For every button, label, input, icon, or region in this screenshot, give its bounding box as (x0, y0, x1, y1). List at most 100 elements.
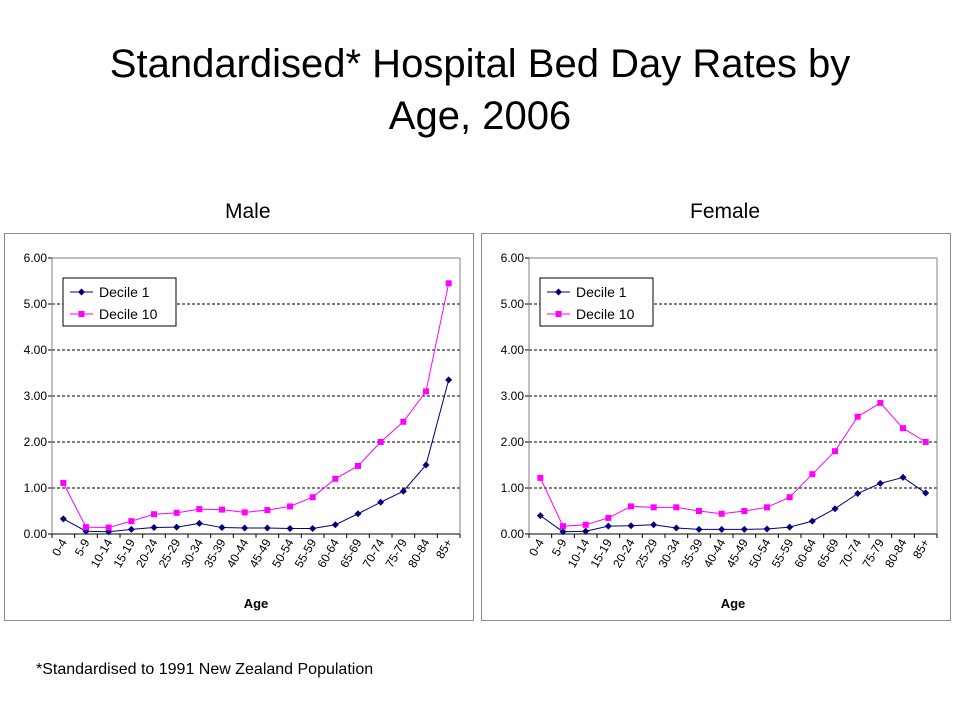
legend-label: Decile 10 (576, 306, 635, 322)
x-tick-label: 35-39 (201, 536, 229, 570)
data-point (582, 521, 589, 528)
data-point (922, 489, 930, 497)
data-point (560, 523, 566, 530)
x-tick-label: 80-84 (405, 536, 433, 570)
x-tick-label: 40-44 (224, 536, 252, 570)
male-chart: 0.00 1.00 2.00 3.00 4.00 5.00 6.00 0-4 5-9 10-14 1… (4, 233, 474, 621)
legend-label: Decile 1 (99, 284, 150, 300)
y-tick-label: 1.00 (24, 481, 48, 495)
x-tick-label: 35-39 (678, 536, 706, 570)
data-point (764, 504, 770, 511)
data-point (809, 471, 816, 478)
y-tick-label: 2.00 (24, 435, 48, 449)
y-tick-label: 2.00 (501, 435, 525, 449)
x-tick-label: 30-34 (655, 536, 683, 570)
data-point (808, 517, 816, 525)
data-point (696, 508, 702, 514)
x-tick-label: 55-59 (292, 536, 320, 570)
x-tick-label: 0-4 (526, 536, 547, 558)
x-tick-label: 20-24 (610, 536, 638, 570)
x-tick-label: 60-64 (314, 536, 342, 570)
data-point (60, 479, 67, 486)
data-point (196, 506, 203, 513)
x-tick-label: 80-84 (882, 536, 910, 570)
x-tick-label: 40-44 (701, 536, 729, 570)
legend-box (62, 277, 177, 327)
data-point (219, 506, 225, 513)
legend-marker (78, 311, 85, 317)
legend-marker (78, 288, 85, 296)
data-point (604, 522, 612, 530)
data-point (832, 448, 838, 455)
data-point (718, 510, 725, 517)
x-tick-label: 5-9 (72, 536, 93, 558)
y-tick-label: 3.00 (501, 389, 525, 403)
data-point (559, 528, 567, 536)
data-point (628, 503, 634, 510)
data-point (582, 527, 590, 535)
data-point (59, 515, 67, 523)
male-panel-label: Male (225, 200, 271, 223)
data-point (877, 399, 884, 406)
legend-box (539, 277, 654, 327)
y-tick-label: 6.00 (501, 251, 525, 265)
x-tick-label: 0-4 (49, 536, 70, 558)
data-point (309, 524, 317, 532)
series-line-decile-1 (63, 379, 450, 533)
data-point (83, 524, 89, 531)
data-point (218, 524, 226, 532)
female-panel-label: Female (690, 200, 761, 223)
data-point (241, 524, 249, 532)
x-tick-label: 15-19 (110, 536, 138, 570)
data-point (718, 525, 726, 533)
data-point (605, 514, 612, 521)
data-point (241, 509, 248, 516)
x-tick-label: 50-54 (746, 536, 774, 570)
data-point (195, 519, 203, 527)
data-point (763, 525, 771, 533)
x-tick-label: 65-69 (814, 536, 842, 570)
y-tick-label: 6.00 (24, 251, 48, 265)
data-point (695, 525, 703, 533)
legend-marker (555, 311, 562, 317)
y-tick-label: 0.00 (501, 527, 525, 541)
data-point (854, 413, 861, 420)
data-point (150, 524, 158, 532)
x-tick-label: 25-29 (633, 536, 661, 570)
data-point (627, 522, 635, 530)
title-line-1: Standardised* Hospital Bed Day Rates by (109, 42, 851, 86)
x-tick-label: 15-19 (587, 536, 615, 570)
x-axis-label: Age (721, 596, 746, 611)
data-point (128, 518, 135, 525)
x-tick-label: 10-14 (88, 536, 116, 570)
y-tick-label: 5.00 (501, 297, 525, 311)
y-tick-label: 3.00 (24, 389, 48, 403)
male-chart-svg: 0.00 1.00 2.00 3.00 4.00 5.00 6.00 0-4 5-910-141… (24, 251, 461, 611)
x-axis-label: Age (244, 596, 269, 611)
data-point (354, 510, 362, 518)
data-point (672, 524, 680, 532)
data-point (831, 505, 839, 513)
data-point (331, 521, 339, 529)
data-point (151, 511, 157, 518)
y-tick-label: 5.00 (24, 297, 48, 311)
series-line-decile-10 (539, 402, 926, 527)
data-point (422, 461, 430, 469)
data-point (741, 508, 748, 514)
data-point (355, 462, 361, 469)
x-tick-label: 85+ (910, 537, 932, 562)
data-point (650, 504, 657, 511)
legend-label: Decile 1 (576, 284, 627, 300)
data-point (445, 280, 452, 287)
x-tick-label: 25-29 (156, 536, 184, 570)
data-point (173, 509, 180, 516)
x-tick-label: 20-24 (133, 536, 161, 570)
y-tick-label: 4.00 (24, 343, 48, 357)
data-point (377, 498, 385, 506)
x-tick-label: 55-59 (769, 536, 797, 570)
data-point (400, 418, 407, 425)
female-chart-svg: 0.00 1.00 2.00 3.00 4.00 5.00 6.00 0-4 5-910-141… (501, 251, 938, 611)
y-tick-label: 0.00 (24, 527, 48, 541)
data-point (650, 521, 658, 529)
data-point (377, 439, 384, 445)
